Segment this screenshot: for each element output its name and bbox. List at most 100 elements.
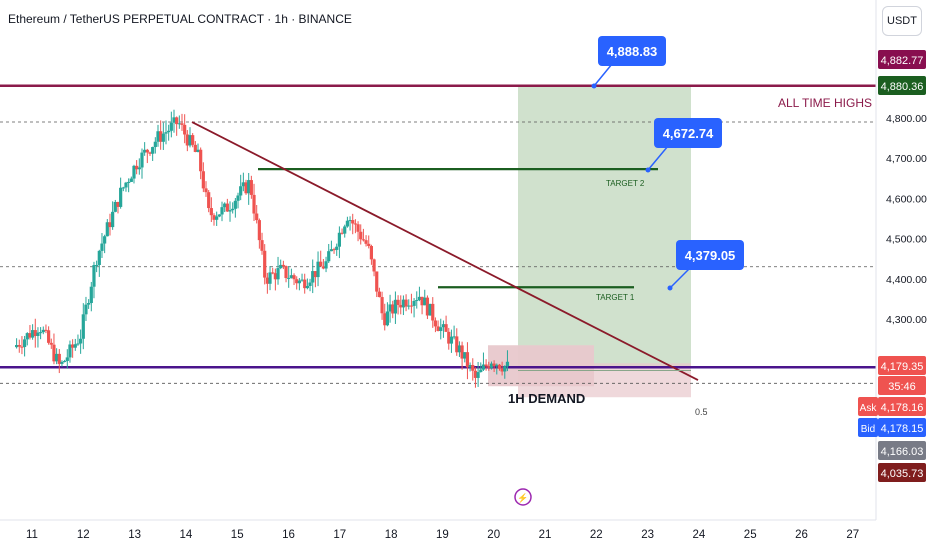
candle-body-7 [33, 330, 37, 336]
target-2-label: TARGET 2 [606, 179, 645, 188]
candle-body-152 [420, 296, 424, 306]
candle-body-79 [225, 203, 229, 212]
candle-body-6 [31, 330, 35, 338]
candle-body-178 [489, 363, 494, 368]
price-tag-text-6: 4,166.03 [881, 446, 924, 458]
callout-text-0: 4,888.83 [607, 44, 658, 59]
candle-body-112 [313, 271, 317, 278]
candle-body-177 [487, 366, 491, 368]
x-tick-label-13: 24 [693, 529, 706, 541]
price-tag-2 [878, 356, 926, 375]
candle-body-172 [473, 370, 478, 378]
candle-body-119 [332, 249, 336, 251]
candle-body-39 [119, 187, 123, 207]
callout-box-1[interactable] [654, 118, 722, 148]
candle-body-165 [455, 336, 459, 353]
candle-body-103 [289, 275, 293, 278]
all-time-highs-label: ALL TIME HIGHS [778, 96, 872, 110]
candle-body-76 [217, 214, 221, 217]
candle-body-57 [167, 130, 171, 133]
candle-body-110 [308, 282, 312, 286]
price-tag-0 [878, 50, 926, 69]
candle-body-59 [172, 117, 176, 123]
price-tag-prefix-5: Bid [861, 424, 875, 435]
candle-body-105 [295, 279, 299, 284]
x-tick-label-12: 23 [641, 529, 654, 541]
price-tag-prefix-4: Ask [860, 403, 878, 414]
x-tick-label-14: 25 [744, 529, 757, 541]
candle-body-63 [183, 124, 187, 135]
price-tag-text-2: 4,179.35 [881, 361, 924, 373]
candle-body-140 [388, 304, 392, 312]
y-tick-label-0: 4,800.00 [886, 113, 927, 125]
candle-body-3 [23, 339, 27, 348]
candle-body-122 [340, 232, 344, 234]
candle-body-101 [284, 266, 288, 279]
candle-body-180 [495, 364, 499, 367]
candle-body-5 [28, 333, 32, 338]
callout-text-2: 4,379.05 [685, 248, 736, 263]
candle-body-163 [449, 336, 454, 344]
candle-body-69 [199, 149, 203, 172]
candle-body-81 [231, 208, 235, 211]
candle-body-17 [60, 361, 64, 364]
callout-box-0[interactable] [598, 36, 666, 66]
lightning-glyph: ⚡ [517, 492, 528, 504]
candle-body-67 [193, 144, 197, 152]
candle-body-130 [361, 239, 365, 241]
candle-body-72 [207, 192, 211, 209]
candle-body-27 [87, 303, 91, 305]
y-tick-label-1: 4,700.00 [886, 153, 927, 165]
candle-body-18 [63, 360, 67, 362]
candle-body-133 [369, 245, 374, 260]
candle-body-136 [377, 291, 382, 298]
candle-body-155 [428, 303, 432, 316]
candle-body-61 [177, 123, 181, 125]
candle-body-158 [436, 326, 440, 332]
candle-body-162 [447, 331, 451, 344]
candle-body-179 [492, 363, 496, 367]
y-tick-label-2: 4,600.00 [886, 193, 927, 205]
candle-body-132 [367, 243, 371, 246]
callout-dot-1 [645, 167, 651, 173]
y-tick-label-3: 4,500.00 [886, 234, 927, 246]
candle-body-38 [116, 201, 120, 207]
candle-body-23 [76, 343, 80, 345]
candle-body-54 [159, 131, 163, 142]
candle-body-52 [153, 141, 157, 148]
price-tag-text-3: 35:46 [888, 381, 916, 393]
target-1-label: TARGET 1 [596, 293, 635, 302]
candle-body-10 [41, 329, 45, 333]
candle-body-184 [505, 361, 510, 367]
candle-body-182 [500, 368, 504, 372]
candle-body-64 [185, 134, 189, 146]
candle-body-8 [36, 332, 40, 336]
callout-dot-0 [591, 83, 597, 89]
candle-body-21 [71, 344, 75, 348]
x-tick-label-16: 27 [846, 529, 859, 541]
candle-body-89 [252, 194, 256, 214]
x-tick-label-3: 14 [180, 529, 193, 541]
lightning-icon[interactable] [514, 488, 532, 506]
chart-title: Ethereum / TetherUS PERPETUAL CONTRACT ·… [8, 12, 352, 26]
candle-body-4 [25, 333, 29, 340]
candle-body-73 [209, 208, 213, 216]
downtrend-line[interactable] [191, 121, 699, 381]
candle-body-71 [204, 188, 208, 193]
candle-body-115 [321, 266, 325, 269]
candle-body-28 [89, 286, 93, 304]
candle-body-102 [287, 277, 291, 279]
candle-body-85 [241, 182, 245, 187]
candle-body-84 [239, 186, 243, 196]
candle-body-121 [337, 232, 341, 247]
price-tag-text-4: 4,178.16 [881, 402, 924, 414]
callout-box-2[interactable] [676, 240, 744, 270]
callout-text-1: 4,672.74 [663, 126, 714, 141]
x-tick-label-11: 22 [590, 529, 603, 541]
candle-body-96 [271, 272, 275, 274]
callout-dot-2 [667, 285, 673, 291]
currency-unit-button[interactable]: USDT [882, 6, 922, 36]
candle-body-149 [412, 300, 416, 306]
candle-body-100 [281, 264, 285, 267]
